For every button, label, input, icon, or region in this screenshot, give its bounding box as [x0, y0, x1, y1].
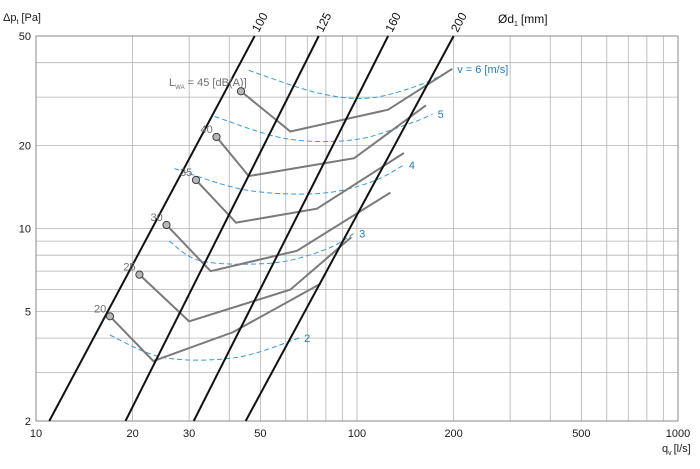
duct-diameter-lines — [48, 35, 455, 422]
sound-curve-25 — [138, 236, 352, 323]
duct-line-100 — [48, 35, 256, 422]
sound-level-label-top: LWA = 45 [dB(A)] — [169, 77, 247, 91]
velocity-label-3: 3 — [359, 228, 365, 240]
sound-level-markers — [105, 87, 246, 321]
velocity-curve-3 — [168, 232, 355, 265]
sound-label-20: 20 — [94, 303, 106, 315]
plot-frame — [35, 35, 679, 422]
velocity-label-2: 2 — [304, 333, 310, 345]
sound-label-40: 40 — [200, 124, 212, 136]
y-tick-2: 2 — [25, 416, 31, 428]
sound-marker-20 — [105, 312, 115, 321]
sound-marker-35 — [191, 175, 201, 185]
duct-label-125: 125 — [313, 10, 335, 34]
duct-line-200 — [244, 35, 455, 422]
sound-marker-45 — [236, 87, 246, 96]
x-tick-50: 50 — [254, 428, 266, 440]
x-tick-10: 10 — [30, 428, 42, 440]
y-axis-title: Δpt [Pa] — [3, 12, 41, 26]
velocity-label-6: v = 6 [m/s] — [457, 64, 508, 76]
duct-line-160 — [192, 35, 390, 422]
x-tick-500: 500 — [572, 428, 590, 440]
x-tick-30: 30 — [183, 428, 195, 440]
sound-marker-30 — [162, 220, 171, 230]
velocity-label-4: 4 — [409, 160, 415, 172]
grid — [35, 35, 679, 422]
y-tick-5: 5 — [25, 306, 31, 318]
sound-label-25: 25 — [123, 262, 135, 274]
duct-label-160: 160 — [382, 10, 404, 34]
sound-label-30: 30 — [150, 212, 162, 224]
velocity-curve-2 — [109, 334, 300, 361]
duct-diameter-title: Ød1 [mm] — [498, 12, 548, 28]
velocity-label-5: 5 — [438, 109, 444, 121]
duct-label-200: 200 — [448, 10, 470, 35]
x-tick-20: 20 — [127, 428, 139, 440]
velocity-curve-4 — [174, 164, 405, 195]
x-tick-200: 200 — [444, 428, 462, 440]
x-tick-1000: 1000 — [666, 428, 690, 440]
sound-curve-40 — [215, 104, 427, 178]
y-tick-50: 50 — [19, 31, 31, 43]
y-tick-20: 20 — [19, 141, 31, 153]
x-tick-100: 100 — [348, 428, 366, 440]
velocity-curves — [109, 68, 453, 361]
duct-line-125 — [124, 35, 320, 422]
sound-marker-25 — [135, 270, 144, 279]
sound-label-35: 35 — [180, 167, 192, 179]
sound-curve-35 — [195, 152, 405, 224]
velocity-curve-5 — [214, 113, 433, 143]
y-tick-10: 10 — [19, 224, 31, 236]
sound-curve-45 — [240, 67, 453, 133]
sound-curve-20 — [109, 282, 322, 363]
sound-level-curves — [109, 67, 453, 363]
duct-label-100: 100 — [249, 10, 271, 35]
sound-marker-40 — [212, 132, 221, 142]
x-axis-title: qv [l/s] — [662, 443, 691, 457]
sound-curve-30 — [165, 191, 391, 273]
